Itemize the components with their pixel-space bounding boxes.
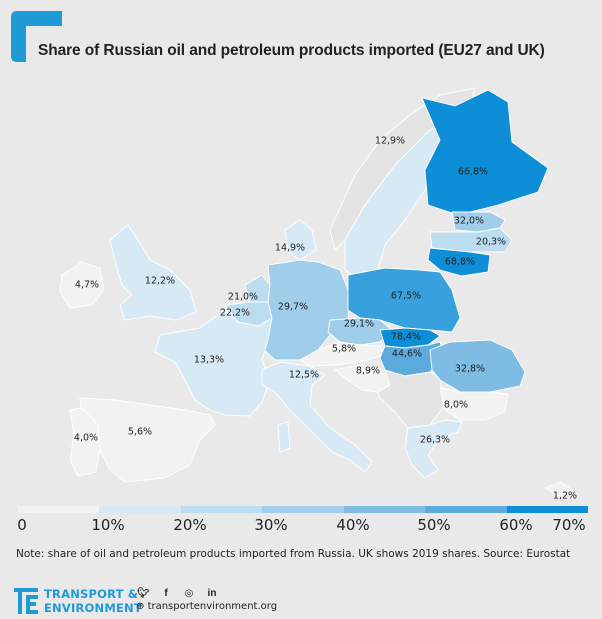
chart-title: Share of Russian oil and petroleum produ… [38,42,545,59]
region-finland [421,89,549,216]
label-austria: 5,8% [331,343,357,355]
scale-segment [506,506,588,513]
brand-line-1: TRANSPORT & [44,587,139,601]
region-italy [261,361,373,473]
tick-label: 50% [417,516,451,534]
tick-label: 70% [552,516,586,534]
corner-accent-icon [11,11,62,62]
scale-ticks: 0 10% 20% 30% 40% 50% 60% 70% [0,516,602,538]
color-scale [18,506,588,513]
scale-segment [343,506,426,513]
linkedin-icon[interactable]: in [207,588,217,599]
region-uk [109,224,197,321]
label-slovakia: 78,4% [390,331,422,343]
brand-line-2: ENVIRONMENT [44,601,142,615]
region-denmark [284,219,317,261]
tick-label: 30% [254,516,288,534]
te-logo-icon [14,588,38,614]
region-lithuania [427,247,491,277]
region-portugal [69,407,101,477]
tick-label: 40% [336,516,370,534]
label-italy: 12,5% [288,369,320,381]
region-bulgaria [439,387,509,421]
tick-label: 10% [91,516,125,534]
region-balkans [377,369,446,429]
label-belgium: 22,2% [219,307,251,319]
twitter-icon[interactable]: 🐦︎ [137,588,150,599]
website-link[interactable]: ⊕ transportenvironment.org [136,601,278,612]
region-cyprus [544,481,573,497]
label-uk: 12,2% [144,275,176,287]
label-czechia: 29,1% [343,318,375,330]
facebook-icon[interactable]: f [164,588,168,599]
tick-label: 20% [173,516,207,534]
region-ireland [59,261,105,309]
region-austria [299,341,386,367]
tick-label: 0 [17,516,27,534]
label-ireland: 4,7% [74,279,100,291]
scale-segment [18,506,100,513]
label-lithuania: 68,8% [444,256,476,268]
label-netherlands: 21,0% [227,291,259,303]
region-czechia [327,317,393,346]
scale-segment [262,506,344,513]
label-croatia: 8,9% [355,365,381,377]
label-hungary: 44,6% [391,348,423,360]
label-portugal: 4,0% [73,432,99,444]
label-greece: 26,3% [419,434,451,446]
label-finland: 66,8% [457,166,489,178]
tick-label: 60% [499,516,533,534]
scale-segment [99,506,181,513]
label-cyprus: 1,2% [552,490,578,502]
label-romania: 32,8% [454,363,486,375]
label-france: 13,3% [193,354,225,366]
label-latvia: 20,3% [475,236,507,248]
label-bulgaria: 8,0% [443,399,469,411]
scale-segment [425,506,507,513]
label-spain: 5,6% [127,426,153,438]
label-poland: 67,5% [390,290,422,302]
instagram-icon[interactable]: ◎ [184,588,194,599]
label-germany: 29,7% [277,301,309,313]
region-romania [429,339,526,393]
europe-map [59,87,573,497]
website-text[interactable]: transportenvironment.org [147,601,278,612]
label-estonia: 32,0% [453,215,485,227]
region-spain [79,397,216,483]
region-france [154,309,273,417]
source-note: Note: share of oil and petroleum product… [16,548,571,560]
region-greece [404,419,463,479]
label-sweden: 12,9% [374,135,406,147]
social-icons: 🐦︎ f ◎ in [137,588,218,599]
region-sardinia [277,421,291,453]
label-denmark: 14,9% [274,242,306,254]
scale-segment [180,506,263,513]
